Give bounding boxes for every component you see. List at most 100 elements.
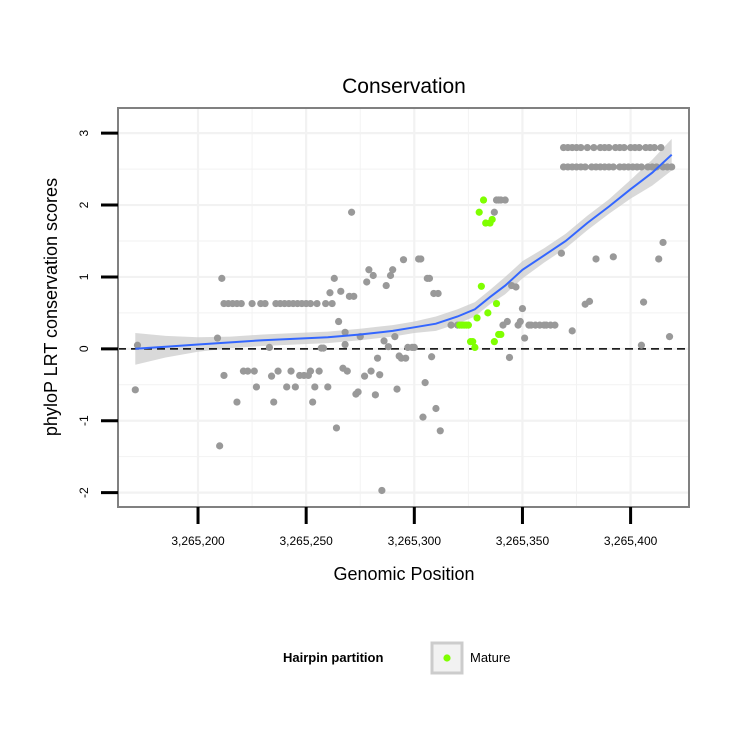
data-point [311,383,319,391]
data-point [322,299,330,308]
x-tick-label: 3,265,250 [279,534,333,548]
data-point [371,391,379,399]
data-point [501,196,509,204]
data-point [425,274,434,282]
data-point [637,341,646,349]
data-point [490,208,498,216]
data-point [378,486,386,495]
data-point [274,367,282,375]
data-point [583,143,591,152]
y-tick-label: 1 [77,273,91,280]
data-point [557,249,565,257]
data-point [313,299,321,308]
legend-label-mature: Mature [470,650,510,665]
data-point [428,353,436,361]
data-point [306,367,315,375]
data-point [244,367,252,375]
data-point [354,388,362,396]
data-point [367,367,375,375]
data-point [376,371,384,379]
data-point [330,274,338,282]
data-point-mature [479,196,488,204]
data-point [248,299,256,308]
data-point [341,340,349,349]
data-point [432,404,440,413]
data-point [650,143,658,152]
data-point [369,271,377,280]
data-point [237,299,245,308]
data-point [363,278,371,286]
data-point [639,298,648,306]
data-point [250,367,258,375]
data-point [218,274,226,282]
data-point [324,383,332,391]
y-axis-label: phyloP LRT conservation scores [41,178,61,436]
data-point [283,383,291,391]
x-axis-label: Genomic Position [333,564,474,584]
data-point-mature [490,338,498,346]
data-point [382,281,390,290]
data-point-mature [464,321,472,329]
x-tick-label: 3,265,200 [171,534,225,548]
data-point-mature [471,343,479,351]
smooth-confidence-band [135,138,672,365]
data-point [233,398,241,406]
data-point [380,337,388,345]
data-point [581,163,589,171]
data-point [332,424,341,432]
data-point-mature [477,282,485,290]
data-point [391,333,399,341]
data-point [265,343,274,351]
data-point [384,343,392,351]
x-tick-label: 3,265,350 [496,534,550,548]
data-point [365,266,373,274]
data-point [291,383,299,391]
data-point [665,333,674,341]
data-point [635,143,643,152]
data-point-mature [473,314,481,322]
data-point [657,143,665,152]
data-point [505,353,514,362]
data-point [270,398,278,406]
data-point [373,354,382,362]
y-tick-label: 0 [77,345,91,352]
data-point [350,292,358,300]
data-point [306,299,315,308]
data-point [216,442,224,450]
data-point [213,334,222,342]
data-point [419,413,427,421]
x-tick-label: 3,265,400 [604,534,658,548]
data-point [521,334,529,342]
panel-frame [117,107,690,508]
data-point-mature [484,309,492,317]
data-point [343,367,351,375]
data-point [287,367,295,375]
data-point [590,143,598,152]
legend: Hairpin partition Mature [283,641,510,675]
data-point [652,163,661,171]
y-axis: -2 -1 0 1 2 3 [77,130,118,498]
data-point [568,327,576,335]
data-point [447,321,455,329]
data-point [655,255,663,263]
smooth-line [135,153,673,350]
data-point [261,299,269,308]
data-point [399,256,408,264]
data-point-mature [492,299,501,308]
confidence-band [135,138,672,365]
data-point-mature [475,208,483,216]
data-point [421,379,429,387]
data-point [328,299,336,308]
data-point [585,297,594,305]
data-point [620,143,628,152]
panel-border [117,107,690,508]
legend-key-mature-point [443,654,451,662]
data-point [605,143,613,152]
data-point [360,372,369,380]
y-tick-label: 3 [77,130,91,137]
data-point [434,289,442,298]
data-point [341,328,349,336]
data-point [335,317,343,326]
data-point [220,371,228,380]
data-point-mature [497,330,505,339]
